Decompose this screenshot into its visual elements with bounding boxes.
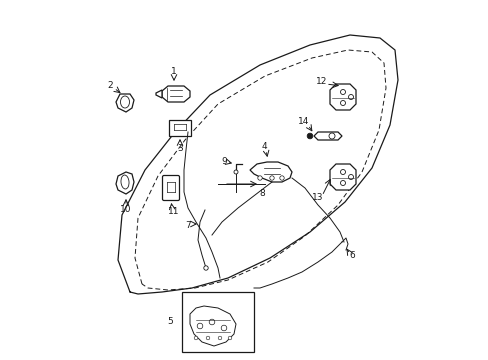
Text: 9: 9 xyxy=(221,158,226,166)
Circle shape xyxy=(194,336,197,340)
Polygon shape xyxy=(162,86,190,102)
Circle shape xyxy=(340,100,345,105)
Circle shape xyxy=(203,266,208,270)
Text: 4: 4 xyxy=(261,141,266,150)
Bar xyxy=(182,292,253,352)
Circle shape xyxy=(340,90,345,94)
Text: 14: 14 xyxy=(298,117,309,126)
Circle shape xyxy=(306,133,312,139)
Polygon shape xyxy=(156,90,162,98)
Polygon shape xyxy=(329,84,355,110)
Text: 3: 3 xyxy=(177,144,183,153)
FancyBboxPatch shape xyxy=(169,120,191,136)
Circle shape xyxy=(218,336,222,340)
Circle shape xyxy=(209,319,214,325)
Circle shape xyxy=(269,176,274,180)
Text: 6: 6 xyxy=(348,252,354,261)
Circle shape xyxy=(340,170,345,175)
Text: 12: 12 xyxy=(316,77,327,86)
Text: 7: 7 xyxy=(185,220,190,230)
Circle shape xyxy=(348,175,353,180)
Text: 5: 5 xyxy=(167,318,173,327)
Polygon shape xyxy=(190,306,236,346)
Ellipse shape xyxy=(120,96,129,108)
Circle shape xyxy=(328,133,334,139)
Circle shape xyxy=(348,94,353,99)
Circle shape xyxy=(257,176,262,180)
Circle shape xyxy=(197,323,203,329)
Ellipse shape xyxy=(121,175,129,189)
Text: 10: 10 xyxy=(120,206,131,215)
Circle shape xyxy=(234,170,238,174)
Text: 2: 2 xyxy=(107,81,113,90)
Text: 11: 11 xyxy=(168,207,180,216)
Circle shape xyxy=(279,176,284,180)
Circle shape xyxy=(206,336,209,340)
Text: 13: 13 xyxy=(312,194,323,202)
Text: 8: 8 xyxy=(259,189,264,198)
Circle shape xyxy=(340,180,345,185)
FancyBboxPatch shape xyxy=(162,175,179,201)
Polygon shape xyxy=(116,172,134,194)
Polygon shape xyxy=(313,132,341,140)
Text: 1: 1 xyxy=(171,68,177,77)
Circle shape xyxy=(228,336,231,340)
Polygon shape xyxy=(329,164,355,190)
Circle shape xyxy=(221,325,226,331)
Polygon shape xyxy=(116,94,134,112)
Polygon shape xyxy=(249,162,291,182)
